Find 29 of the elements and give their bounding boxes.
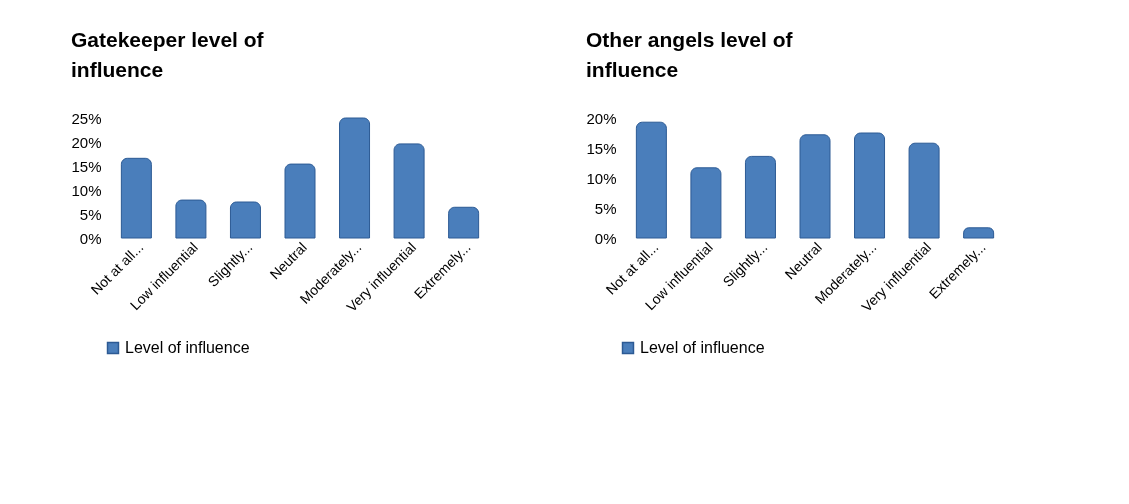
chart-title: Gatekeeper level of influence xyxy=(70,28,265,81)
y-tick-label: 10% xyxy=(586,169,617,187)
bar xyxy=(854,132,886,239)
bar xyxy=(799,134,831,239)
bar xyxy=(744,155,776,239)
y-tick-label: 15% xyxy=(71,157,102,175)
bar xyxy=(690,167,722,239)
y-tick-label: 5% xyxy=(594,199,617,217)
y-tick-label: 20% xyxy=(586,109,617,127)
bar xyxy=(448,206,480,239)
y-tick-label: 0% xyxy=(594,229,617,247)
y-tick-label: 5% xyxy=(79,205,102,223)
y-tick-label: 0% xyxy=(79,229,102,247)
bar xyxy=(635,121,667,239)
y-tick-label: 10% xyxy=(71,181,102,199)
bar xyxy=(339,117,371,239)
bar xyxy=(963,227,995,239)
legend-label: Level of influence xyxy=(640,339,765,356)
bar xyxy=(393,143,425,239)
bar xyxy=(284,163,316,239)
y-tick-label: 25% xyxy=(71,109,102,127)
chart-title: Other angels level of influence xyxy=(585,28,794,81)
y-tick-label: 15% xyxy=(586,139,617,157)
bar xyxy=(120,157,152,239)
y-tick-label: 20% xyxy=(71,133,102,151)
bar xyxy=(229,201,261,239)
bar xyxy=(175,199,207,239)
legend-label: Level of influence xyxy=(125,339,250,356)
bar xyxy=(908,142,940,239)
